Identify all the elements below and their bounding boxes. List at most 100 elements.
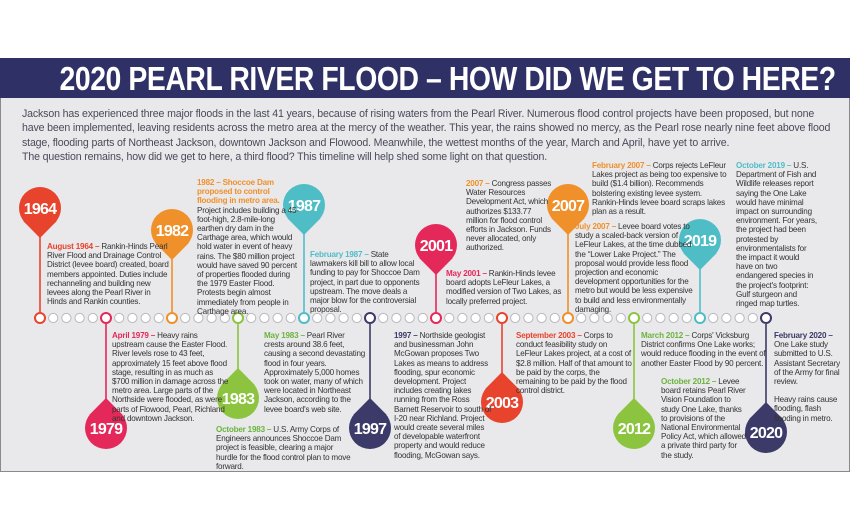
event-date: October 1983 – (216, 425, 272, 434)
pin-1987: 1987 (283, 184, 325, 324)
balloon (217, 377, 259, 419)
pin-2003: 2003 (481, 312, 523, 423)
balloon (151, 209, 193, 251)
balloon (745, 411, 787, 453)
timeline-marker (760, 312, 772, 324)
event-description: Congress passes Water Resources Developm… (466, 179, 552, 253)
timeline-dot (668, 312, 679, 324)
balloon (283, 184, 325, 226)
timeline-dot (114, 312, 125, 324)
timeline-dot (444, 312, 455, 324)
event-description: Rankin-Hinds levee board adopts LeFleur … (446, 269, 562, 306)
timeline-dot (602, 312, 613, 324)
event-text: September 2003 – Corps to conduct feasib… (516, 331, 633, 395)
event-date: September 2003 – (516, 331, 582, 340)
event-date: March 2012 – (641, 331, 690, 340)
event-text: February 1987 – State lawmakers kill bil… (310, 250, 422, 314)
timeline-dot (219, 312, 230, 324)
pin-year: 1964 (24, 201, 57, 218)
balloon (349, 407, 391, 449)
pin-2007: 2007 (547, 184, 589, 324)
pin-1983: 1983 (217, 312, 259, 419)
timeline-dot (312, 312, 323, 324)
timeline-marker (628, 312, 640, 324)
event-description: Northside geologist and businessman John… (394, 331, 492, 460)
timeline-dot (127, 312, 138, 324)
timeline-dot (180, 312, 191, 324)
timeline-dot (285, 312, 296, 324)
event-description: U.S. Department of Fish and Wildlife rel… (736, 161, 817, 309)
timeline-dot (655, 312, 666, 324)
event-description: U.S. Army Corps of Engineers announces S… (216, 425, 351, 471)
pin-2019: 2019 (679, 219, 721, 324)
timeline-dot (404, 312, 415, 324)
pin-1982: 1982 (151, 209, 193, 324)
timeline-marker (100, 312, 112, 324)
timeline-marker (562, 312, 574, 324)
timeline-dot (61, 312, 72, 324)
event-date: 1982 – Shoccoe Dam proposed to control f… (197, 178, 280, 206)
event-date: July 2007 – (575, 222, 616, 231)
balloon (613, 407, 655, 449)
event-date: April 1979 – (112, 331, 156, 340)
event-text: February 2007 – Corps rejects LeFleur La… (592, 161, 729, 216)
event-text: October 2012 – Levee board retains Pearl… (661, 377, 747, 460)
timeline-marker (298, 312, 310, 324)
event-description: Rankin-Hinds Pearl River Flood and Drain… (47, 242, 169, 307)
event-date: August 1964 – (47, 242, 100, 251)
event-text: May 2001 – Rankin-Hinds levee board adop… (446, 269, 563, 306)
timeline-dot (87, 312, 98, 324)
timeline-dot (457, 312, 468, 324)
balloon (19, 187, 61, 229)
pin-year: 1987 (288, 198, 321, 215)
event-description: One Lake study submitted to U.S. Assista… (774, 340, 840, 387)
timeline-dot (708, 312, 719, 324)
event-description: Corps rejects LeFleur Lakes project as b… (592, 161, 727, 217)
event-text: February 2020 – One Lake study submitted… (774, 331, 840, 423)
event-description: Levee board votes to study a scaled-back… (575, 222, 693, 314)
timeline-marker (166, 312, 178, 324)
timeline-dot (642, 312, 653, 324)
timeline-dot (206, 312, 217, 324)
timeline-dot (615, 312, 626, 324)
event-description: Corps to conduct feasibility study on Le… (516, 331, 632, 396)
timeline-dot (681, 312, 692, 324)
timeline-dot (470, 312, 481, 324)
pin-1979: 1979 (85, 312, 127, 449)
event-date: May 2001 – (446, 269, 487, 278)
timeline-dot (483, 312, 494, 324)
pin-year: 1979 (90, 421, 123, 438)
event-date: February 2007 – (592, 161, 651, 170)
event-text: 1982 – Shoccoe Dam proposed to control f… (197, 178, 299, 316)
balloon (415, 224, 457, 266)
timeline-marker (232, 312, 244, 324)
event-extra-note: Heavy rains cause flooding, flash floodi… (774, 395, 838, 423)
timeline-marker (694, 312, 706, 324)
timeline-dot (272, 312, 283, 324)
event-date: February 1987 – (310, 250, 369, 259)
timeline-marker (364, 312, 376, 324)
pin-year: 2020 (750, 425, 783, 442)
pin-year: 1983 (222, 391, 255, 408)
event-date: February 2020 – (774, 331, 833, 340)
timeline-dot (549, 312, 560, 324)
event-text: August 1964 – Rankin-Hinds Pearl River F… (47, 242, 169, 306)
timeline-dot (325, 312, 336, 324)
timeline-dot (576, 312, 587, 324)
balloon (481, 381, 523, 423)
pin-year: 2001 (420, 238, 453, 255)
pin-year: 2012 (618, 421, 651, 438)
intro-text: Jackson has experienced three major floo… (22, 107, 832, 164)
timeline-dot (378, 312, 389, 324)
timeline-dot (140, 312, 151, 324)
event-description: State lawmakers kill bill to allow local… (310, 250, 420, 315)
timeline-dot (417, 312, 428, 324)
timeline-dot (747, 312, 758, 324)
event-description: Heavy rains upstream cause the Easter Fl… (112, 331, 229, 423)
intro-paragraph: Jackson has experienced three major floo… (22, 108, 831, 149)
pin-1997: 1997 (349, 312, 391, 449)
event-text: 2007 – Congress passes Water Resources D… (466, 179, 552, 253)
timeline-dot (391, 312, 402, 324)
intro-question: The question remains, how did we get to … (22, 150, 548, 163)
